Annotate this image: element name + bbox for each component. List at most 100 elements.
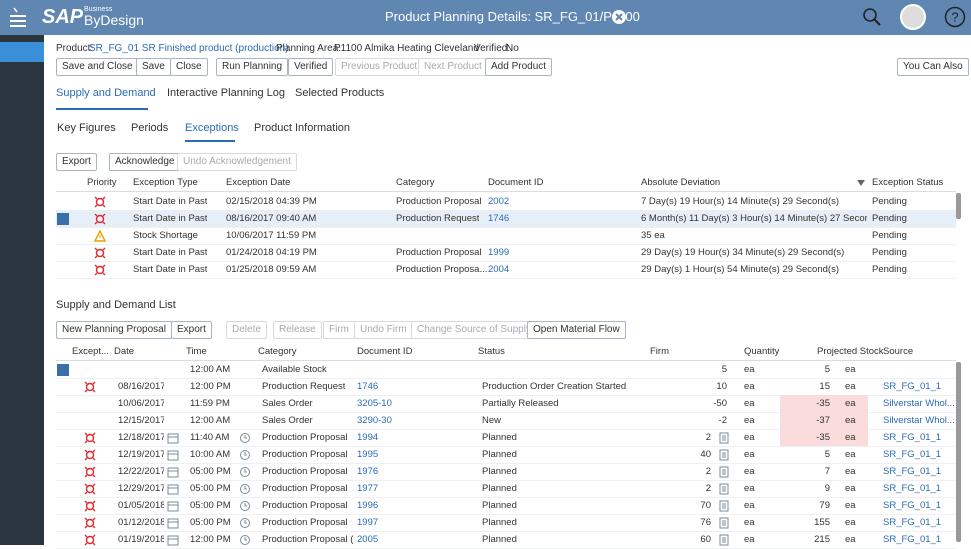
list-cell[interactable]: 1995 [357, 449, 379, 460]
toolbar-button[interactable]: Verified [288, 58, 334, 76]
exceptions-button[interactable]: Acknowledge [109, 153, 181, 171]
column-header: Except... [72, 346, 109, 357]
list-row[interactable] [56, 361, 956, 379]
exception-cell[interactable]: 1746 [488, 213, 510, 224]
toolbar-button[interactable]: Previous Product [335, 58, 424, 76]
toolbar-button[interactable]: Save [136, 58, 171, 76]
list-cell[interactable]: SR_FG_01_1 [883, 449, 942, 460]
tab[interactable]: Supply and Demand [56, 87, 156, 99]
list-button[interactable]: Undo Firm [354, 321, 413, 339]
list-cell: ea [845, 415, 856, 426]
toolbar-button[interactable]: Next Product [418, 58, 488, 76]
sub-tab[interactable]: Key Figures [57, 122, 116, 134]
close-icon[interactable] [611, 9, 627, 25]
tab[interactable]: Selected Products [295, 87, 385, 99]
list-cell: Planned [482, 449, 517, 460]
row-selector [57, 213, 69, 225]
sub-tab[interactable]: Product Information [254, 122, 350, 134]
list-row[interactable] [56, 514, 956, 532]
logo: SAP [42, 6, 84, 28]
sidebar-item[interactable] [0, 42, 44, 62]
sub-tab[interactable]: Exceptions [185, 122, 239, 134]
exceptions-button[interactable]: Undo Acknowledgement [177, 153, 297, 171]
exceptions-button[interactable]: Export [56, 153, 97, 171]
toolbar-button[interactable]: Run Planning [216, 58, 289, 76]
exception-cell: 6 Month(s) 11 Day(s) 3 Hour(s) 14 Minute… [641, 213, 867, 224]
product-link[interactable]: SR_FG_01 SR Finished product (production… [89, 43, 289, 54]
toolbar-button[interactable]: Save and Close [56, 58, 139, 76]
exception-cell: 10/06/2017 11:59 PM [226, 230, 317, 241]
toolbar-button[interactable]: Close [170, 58, 208, 76]
list-cell[interactable]: SR_FG_01_1 [883, 500, 942, 511]
column-header: Source [883, 346, 914, 357]
tab[interactable]: Interactive Planning Log [167, 87, 286, 99]
list-cell[interactable]: 1994 [357, 432, 379, 443]
column-header: Quantity [744, 346, 780, 357]
list-cell[interactable]: 1997 [357, 517, 379, 528]
list-cell: 76 [700, 517, 711, 528]
list-row[interactable] [56, 395, 956, 413]
toolbar-button[interactable]: Add Product [485, 58, 553, 76]
list-cell: 12/22/2017 [118, 466, 164, 477]
column-header: Firm [650, 346, 669, 357]
sub-tab[interactable]: Periods [131, 122, 169, 134]
list-cell[interactable]: SR_FG_01_1 [883, 517, 942, 528]
list-cell: ea [744, 483, 755, 494]
menu-icon[interactable] [8, 6, 28, 28]
list-cell[interactable]: 3290-30 [357, 415, 392, 426]
exception-row[interactable] [56, 227, 956, 245]
exception-icon [84, 483, 96, 495]
list-row[interactable] [56, 463, 956, 481]
list-cell[interactable]: 1746 [357, 381, 379, 392]
list-cell[interactable]: SR_FG_01_1 [883, 432, 942, 443]
user-icon[interactable] [899, 3, 927, 31]
list-row[interactable] [56, 429, 956, 447]
list-cell[interactable]: SR_FG_01_1 [883, 466, 942, 477]
list-cell: ea [744, 364, 755, 375]
logo-sub: Business [84, 6, 113, 13]
list-button[interactable]: New Planning Proposal [56, 321, 172, 339]
exception-cell[interactable]: 2002 [488, 196, 510, 207]
list-cell: -35 [816, 432, 830, 443]
list-row[interactable] [56, 412, 956, 430]
list-cell: 12:00 PM [190, 381, 231, 392]
list-button[interactable]: Export [171, 321, 212, 339]
list-cell[interactable]: SR_FG_01_1 [883, 534, 942, 545]
list-cell[interactable]: 1976 [357, 466, 379, 477]
list-cell[interactable]: SR_FG_01_1 [883, 381, 942, 392]
list-cell[interactable]: SR_FG_01_1 [883, 483, 942, 494]
list-cell[interactable]: 1996 [357, 500, 379, 511]
list-cell[interactable]: 3205-10 [357, 398, 392, 409]
help-icon[interactable]: ? [944, 6, 966, 28]
exception-cell[interactable]: 2004 [488, 264, 510, 275]
search-icon[interactable] [862, 7, 882, 27]
filter-icon [856, 178, 866, 188]
list-button[interactable]: Change Source of Supply [411, 321, 537, 339]
exception-cell: Start Date in Past [133, 213, 208, 224]
exception-cell[interactable]: 1999 [488, 247, 510, 258]
list-cell[interactable]: Silverstar Whol... [883, 415, 955, 426]
list-row[interactable] [56, 378, 956, 396]
calc-icon [718, 517, 730, 529]
list-cell: Production Proposal [262, 432, 348, 443]
list-button[interactable]: Open Material Flow [527, 321, 626, 339]
exception-row[interactable] [56, 261, 956, 279]
exception-row[interactable] [56, 210, 956, 228]
list-cell[interactable]: Silverstar Whol... [883, 398, 955, 409]
list-cell[interactable]: 1977 [357, 483, 379, 494]
list-button[interactable]: Firm [323, 321, 355, 339]
list-cell: 08/16/2017 [118, 381, 164, 392]
list-row[interactable] [56, 446, 956, 464]
list-row[interactable] [56, 497, 956, 515]
column-header: Exception Status [872, 177, 944, 188]
list-cell[interactable]: 2005 [357, 534, 379, 545]
list-button[interactable]: Delete [226, 321, 267, 339]
header-line [56, 360, 956, 361]
list-button[interactable]: Release [273, 321, 322, 339]
clock-icon [239, 500, 251, 512]
list-row[interactable] [56, 480, 956, 498]
header: SAP Business ByDesign Product Planning D… [0, 0, 971, 35]
you-can-also[interactable]: You Can Also [897, 58, 969, 76]
exception-row[interactable] [56, 244, 956, 262]
list-cell: 5 [824, 449, 830, 460]
